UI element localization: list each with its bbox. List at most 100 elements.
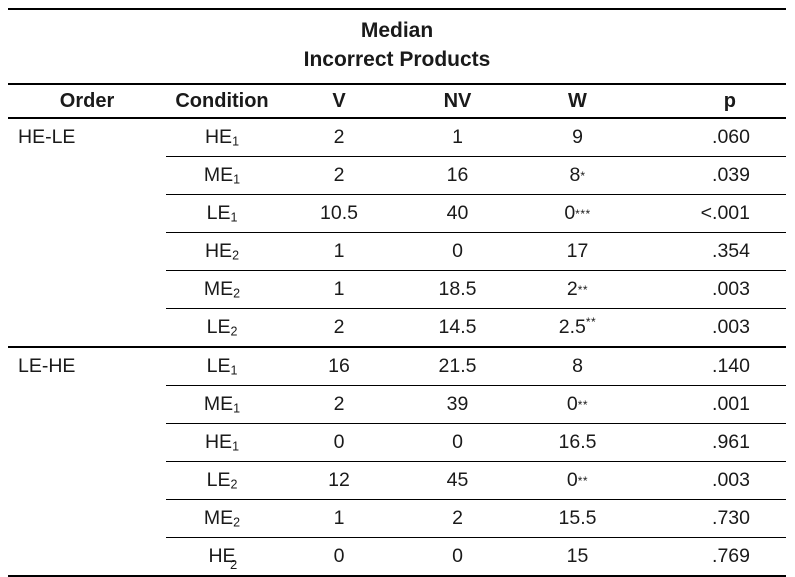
order-cell [8, 424, 166, 462]
condition-subscript: 1 [233, 401, 241, 416]
value-p: .001 [712, 393, 750, 415]
value-p-cell: <.001 [640, 194, 786, 233]
table-row: ME1 2 16 8* .039 [8, 156, 786, 195]
condition-label: HE [204, 126, 233, 148]
results-table: Median Incorrect Products Order Condition… [8, 8, 786, 577]
condition-cell: HE1 [166, 118, 278, 157]
value-v-cell: 2 [278, 156, 400, 195]
value-v: 2 [333, 164, 345, 186]
order-cell [8, 537, 166, 577]
condition-label: LE [206, 316, 231, 338]
condition-cell: HE1 [166, 423, 278, 462]
condition-subscript: 2 [233, 515, 241, 530]
value-w: 0 [564, 202, 576, 224]
value-w-cell: 8* [515, 156, 640, 195]
table-row: LE2 12 45 0** .003 [8, 461, 786, 500]
condition-cell: LE2 [166, 308, 278, 348]
order-cell [8, 195, 166, 233]
value-p: <.001 [700, 202, 750, 224]
value-nv: 14.5 [438, 316, 477, 338]
value-p: .003 [712, 469, 750, 491]
value-w: 8 [569, 164, 581, 186]
value-w: 9 [572, 126, 583, 148]
value-nv-cell: 0 [400, 232, 515, 271]
significance-stars: ** [585, 315, 597, 329]
spanner-line-2: Incorrect Products [303, 48, 491, 71]
column-header-p: p [640, 85, 786, 119]
table-row: HE2 1 0 17 .354 [8, 232, 786, 271]
value-v: 16 [328, 355, 350, 377]
order-cell [8, 500, 166, 538]
value-nv-cell: 45 [400, 461, 515, 500]
table-row: ME1 2 39 0** .001 [8, 385, 786, 424]
value-w: 2.5 [558, 316, 586, 338]
table-row-section-end: LE2 2 14.5 2.5** .003 [8, 308, 786, 348]
value-p: .060 [712, 126, 750, 148]
value-v-cell: 0 [278, 537, 400, 577]
condition-cell: LE1 [166, 347, 278, 386]
condition-cell: LE2 [166, 461, 278, 500]
order-cell: HE-LE [8, 118, 166, 157]
condition-label: HE [208, 545, 236, 567]
condition-subscript: 1 [230, 210, 238, 225]
condition-subscript: 1 [233, 172, 241, 187]
value-w: 16.5 [558, 431, 597, 453]
value-v: 2 [333, 316, 345, 338]
value-p-cell: .354 [640, 232, 786, 271]
order-label: HE-LE [18, 126, 76, 149]
condition-cell: ME2 [166, 499, 278, 538]
value-p: .961 [712, 431, 750, 453]
value-v: 0 [333, 545, 345, 567]
value-v-cell: 2 [278, 308, 400, 348]
value-p: .769 [712, 545, 750, 567]
value-v: 2 [333, 126, 345, 148]
value-w-cell: 0** [515, 461, 640, 500]
value-nv-cell: 0 [400, 537, 515, 577]
condition-cell: HE [166, 537, 278, 577]
value-w-cell: 0*** [515, 194, 640, 233]
value-p-cell: .001 [640, 385, 786, 424]
value-nv-cell: 39 [400, 385, 515, 424]
table-body: HE-LE HE1 2 1 9.060 ME1 2 16 8* .039 LE1 10.5 40 0***… [8, 118, 786, 577]
condition-label: ME [203, 507, 234, 529]
condition-label: LE [206, 202, 231, 224]
value-v: 12 [328, 469, 350, 491]
column-header-condition: Condition [166, 85, 278, 119]
value-p: .730 [712, 507, 750, 529]
condition-subscript: 1 [232, 134, 240, 149]
value-v: 1 [333, 507, 345, 529]
value-v-cell: 0 [278, 423, 400, 462]
condition-label: HE [204, 240, 233, 262]
value-nv: 0 [452, 240, 463, 262]
table-row: LE1 10.5 40 0*** <.001 [8, 194, 786, 233]
value-nv: 0 [452, 431, 463, 453]
value-p-cell: .060 [640, 118, 786, 157]
value-p-cell: .769 [640, 537, 786, 577]
value-p: .140 [712, 355, 750, 377]
condition-label: LE [206, 469, 231, 491]
condition-label: ME [203, 278, 234, 300]
value-nv-cell: 14.5 [400, 308, 515, 348]
value-w: 15.5 [558, 507, 597, 529]
value-w: 0 [566, 393, 578, 415]
value-w: 0 [566, 469, 578, 491]
value-p-cell: .961 [640, 423, 786, 462]
value-v-cell: 16 [278, 347, 400, 386]
value-nv: 40 [446, 202, 469, 224]
column-header-w: W [515, 85, 640, 119]
value-p-cell: .003 [640, 461, 786, 500]
condition-cell: ME2 [166, 270, 278, 309]
table-row: LE-HE LE1 16 21.5 8 .140 [8, 347, 786, 386]
significance-stars: ** [577, 398, 589, 412]
value-nv: 16 [446, 164, 469, 186]
value-nv-cell: 16 [400, 156, 515, 195]
value-v: 0 [333, 431, 345, 453]
significance-stars: ** [577, 283, 589, 297]
value-p-cell: .039 [640, 156, 786, 195]
column-header-nv: NV [400, 85, 515, 119]
condition-label: ME [203, 393, 234, 415]
value-w-cell: 17 [515, 232, 640, 271]
